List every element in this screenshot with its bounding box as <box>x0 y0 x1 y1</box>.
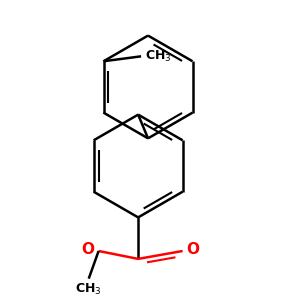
Text: CH$_3$: CH$_3$ <box>75 282 102 297</box>
Text: O: O <box>82 242 95 256</box>
Text: O: O <box>187 242 200 256</box>
Text: CH$_3$: CH$_3$ <box>145 49 172 64</box>
